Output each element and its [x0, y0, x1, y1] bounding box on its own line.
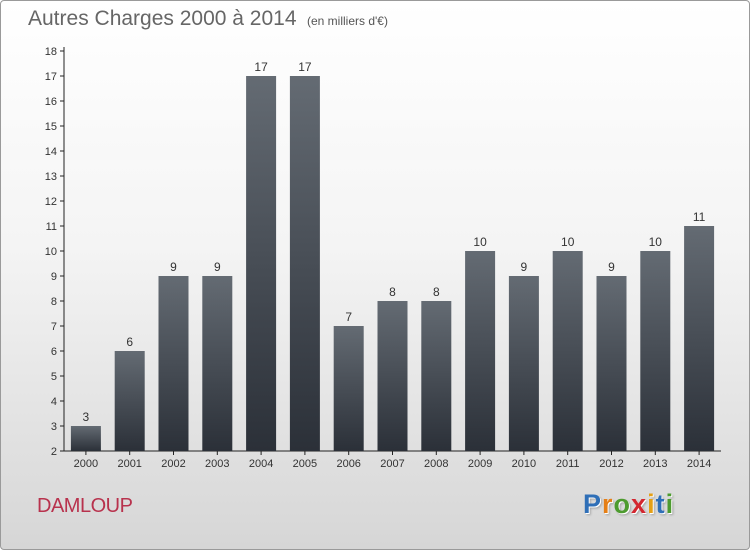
x-tick-label: 2004	[249, 458, 273, 470]
y-tick-label: 13	[45, 171, 57, 183]
bar-value-label: 9	[521, 260, 528, 274]
y-tick-label: 15	[45, 121, 57, 133]
y-tick-label: 12	[45, 196, 57, 208]
bar	[421, 301, 452, 451]
logo-letter: o	[613, 489, 632, 519]
y-tick-label: 5	[51, 371, 57, 383]
x-tick-label: 2000	[74, 458, 98, 470]
bar-value-label: 8	[433, 285, 440, 299]
y-tick-label: 18	[45, 46, 57, 58]
x-tick-label: 2013	[643, 458, 667, 470]
bar	[596, 276, 627, 451]
y-tick-label: 7	[51, 321, 57, 333]
x-tick-label: 2005	[293, 458, 317, 470]
y-tick-label: 14	[45, 146, 57, 158]
y-tick-label: 2	[51, 446, 57, 458]
x-tick-label: 2011	[556, 458, 580, 470]
logo-letter: r	[602, 489, 614, 519]
y-tick-label: 4	[51, 396, 57, 408]
x-tick-label: 2012	[599, 458, 623, 470]
bar	[333, 326, 364, 451]
bar-value-label: 10	[649, 235, 663, 249]
y-tick-label: 17	[45, 71, 57, 83]
bar-value-label: 7	[345, 310, 352, 324]
logo-letter: t	[655, 489, 666, 519]
logo-letter: i	[665, 489, 675, 519]
commune-name: DAMLOUP	[37, 495, 133, 517]
bar-value-label: 11	[693, 210, 706, 224]
x-tick-label: 2003	[205, 458, 229, 470]
y-tick-label: 3	[51, 421, 57, 433]
bar-value-label: 9	[170, 260, 177, 274]
bar-value-label: 8	[389, 285, 396, 299]
bar-value-label: 10	[473, 235, 487, 249]
y-tick-label: 6	[51, 346, 57, 358]
bar	[246, 76, 277, 451]
bar-value-label: 6	[126, 335, 133, 349]
logo-letter: P	[583, 489, 603, 519]
bar-value-label: 3	[83, 410, 90, 424]
x-tick-label: 2006	[336, 458, 360, 470]
y-tick-label: 8	[51, 296, 57, 308]
x-tick-label: 2008	[424, 458, 448, 470]
bar	[465, 251, 496, 451]
x-tick-label: 2014	[687, 458, 711, 470]
logo-letter: x	[631, 489, 648, 519]
x-tick-label: 2010	[512, 458, 536, 470]
x-tick-label: 2009	[468, 458, 492, 470]
bar	[70, 426, 101, 451]
bar	[640, 251, 671, 451]
logo-letter: i	[647, 489, 656, 519]
x-tick-label: 2001	[117, 458, 141, 470]
bar	[508, 276, 539, 451]
bar-value-label: 9	[608, 260, 615, 274]
bar-value-label: 9	[214, 260, 221, 274]
bar	[377, 301, 408, 451]
unit-note: (en milliers d'€)	[307, 14, 388, 28]
bar	[684, 226, 715, 451]
bar-value-label: 10	[561, 235, 575, 249]
y-tick-label: 11	[46, 221, 57, 233]
bar-value-label: 17	[254, 60, 268, 74]
y-tick-label: 9	[51, 271, 57, 283]
y-tick-label: 10	[45, 246, 57, 258]
plot-area: 2 3 4 5 6 7 8 9 10 11 12 13 14 15 16 17 18 3 2000 6 2001 9 200…	[45, 46, 721, 470]
bar	[114, 351, 145, 451]
chart-title: Autres Charges 2000 à 2014	[28, 7, 297, 30]
proxiti-logo[interactable]: Proxiti	[583, 489, 674, 520]
x-tick-label: 2002	[161, 458, 185, 470]
bar	[552, 251, 583, 451]
bar-value-label: 17	[298, 60, 312, 74]
y-tick-label: 16	[45, 96, 57, 108]
bar	[158, 276, 189, 451]
x-tick-label: 2007	[380, 458, 404, 470]
bar	[202, 276, 233, 451]
bar	[289, 76, 320, 451]
